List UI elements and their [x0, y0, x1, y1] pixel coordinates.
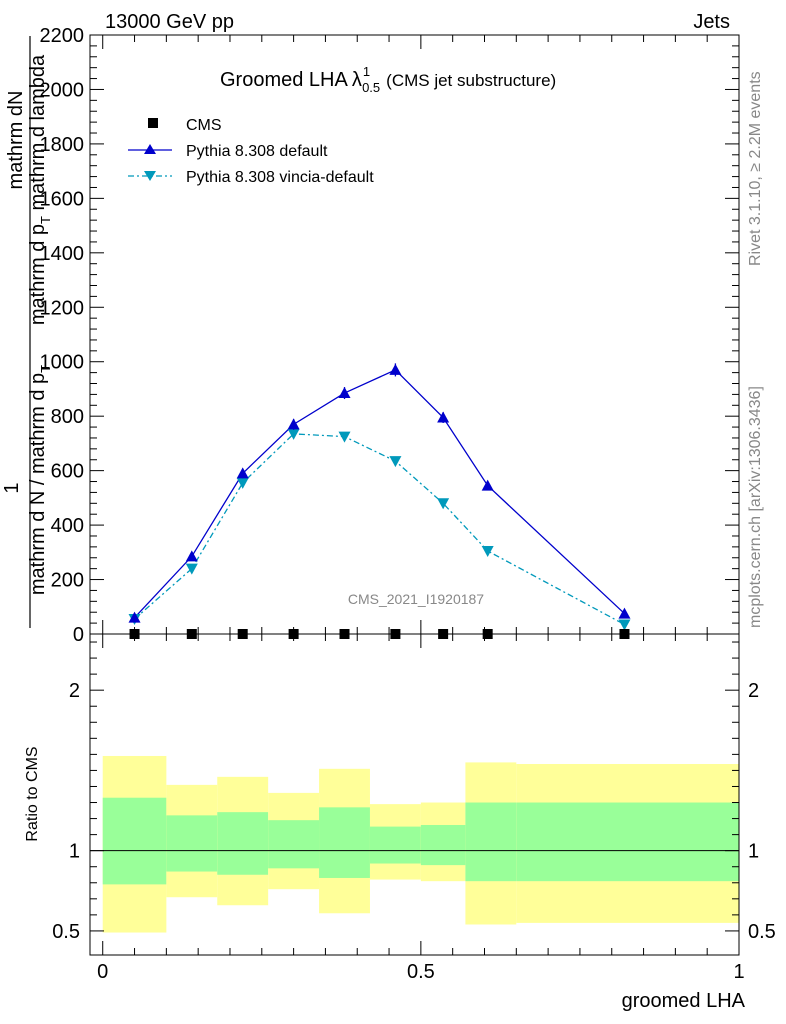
point-vincia — [481, 545, 494, 557]
point-vincia — [236, 477, 249, 489]
legend: CMS Pythia 8.308 default Pythia 8.308 vi… — [128, 117, 374, 186]
y-label-left-den: mathrm d N / mathrm d p — [27, 373, 49, 595]
main-y-tick-label: 400 — [51, 515, 84, 537]
ratio-band-inner — [369, 826, 421, 864]
ratio-y-tick-label-left: 0.5 — [52, 921, 80, 943]
point-default — [481, 479, 494, 491]
legend-label-vincia: Pythia 8.308 vincia-default — [186, 169, 374, 186]
main-y-tick-label: 1000 — [40, 352, 85, 374]
ratio-x-tick-label: 0 — [97, 961, 108, 983]
ratio-band-inner — [166, 815, 218, 872]
legend-marker-default — [144, 144, 156, 154]
ratio-y-tick-label-right: 2 — [748, 680, 759, 702]
legend-label-default: Pythia 8.308 default — [186, 143, 328, 160]
ratio-y-tick-label-right: 0.5 — [748, 921, 776, 943]
point-default — [437, 411, 450, 423]
legend-marker-vincia — [144, 171, 156, 181]
ratio-x-axis: 0 0.5 1 — [97, 634, 745, 983]
plot-title: Groomed LHA λ1 0.5 (CMS jet substructure) — [220, 64, 556, 95]
ratio-x-tick-label: 0.5 — [407, 961, 435, 983]
ratio-band-inner — [268, 820, 320, 869]
ratio-band-inner — [516, 802, 739, 882]
main-y-label: mathrm dN mathrm d pT mathrm d lambda 1 … — [1, 36, 53, 628]
main-y-axis: 0 200 400 600 800 1000 1200 1400 1600 1800 2000 220… — [40, 25, 739, 646]
legend-marker-cms — [148, 118, 158, 128]
ratio-band-inner — [319, 807, 370, 878]
main-y-tick-label: 2000 — [40, 79, 85, 101]
point-vincia — [618, 619, 631, 631]
point-default — [128, 611, 141, 623]
point-default — [287, 418, 300, 430]
ratio-bands-group — [90, 755, 739, 933]
ratio-y-axis: 0.5 0.5 1 1 2 2 — [52, 641, 776, 943]
analysis-watermark: CMS_2021_I1920187 — [348, 591, 484, 607]
point-default — [618, 607, 631, 619]
ratio-y-label: Ratio to CMS — [24, 746, 41, 841]
main-y-tick-label: 200 — [51, 570, 84, 592]
ratio-band-inner — [420, 824, 466, 866]
main-series-group — [128, 363, 631, 639]
y-label-den-2: mathrm d lambda — [27, 54, 49, 216]
plot-title-lambda: λ — [352, 69, 362, 91]
y-label-left-denominator: mathrm d N / mathrm d pT — [27, 365, 53, 595]
y-label-one: 1 — [1, 482, 23, 493]
main-y-tick-label: 2200 — [40, 25, 85, 47]
ratio-y-tick-label-left: 1 — [69, 841, 80, 863]
y-label-num-2: N — [5, 91, 27, 105]
main-y-tick-label: 1800 — [40, 134, 85, 156]
ratio-band-inner — [217, 812, 269, 875]
ratio-y-tick-label-right: 1 — [748, 841, 759, 863]
y-label-den-1: mathrm d p — [27, 224, 49, 325]
plot-title-sup: 1 — [363, 64, 370, 79]
header-category: Jets — [693, 11, 730, 33]
point-default — [236, 467, 249, 479]
y-label-left-den-sub: T — [38, 365, 53, 373]
point-vincia — [338, 431, 351, 443]
main-y-tick-label: 1600 — [40, 188, 85, 210]
main-y-tick-label: 1400 — [40, 243, 85, 265]
rivet-version-text: Rivet 3.1.10, ≥ 2.2M events — [747, 71, 764, 266]
point-vincia — [287, 428, 300, 440]
main-y-tick-label: 1200 — [40, 297, 85, 319]
point-vincia — [389, 456, 402, 468]
main-y-tick-label: 0 — [73, 624, 84, 646]
point-default — [338, 387, 351, 399]
ratio-y-tick-label-left: 2 — [69, 680, 80, 702]
ratio-x-tick-label: 1 — [733, 961, 744, 983]
plot-title-main: Groomed LHA — [220, 69, 348, 91]
point-default — [389, 363, 402, 375]
main-y-tick-label: 800 — [51, 406, 84, 428]
plot-title-note: (CMS jet substructure) — [386, 71, 556, 90]
y-label-num-1: mathrm d — [5, 105, 27, 189]
point-vincia — [185, 563, 198, 575]
y-label-denominator: mathrm d pT mathrm d lambda — [27, 54, 53, 325]
point-vincia — [437, 498, 450, 510]
y-label-numerator: mathrm dN — [5, 91, 27, 190]
ratio-band-inner — [102, 797, 167, 885]
ratio-plot-frame — [89, 633, 740, 956]
series-line-default — [134, 369, 625, 619]
plot-title-sub: 0.5 — [362, 80, 380, 95]
x-axis-label: groomed LHA — [622, 990, 746, 1012]
legend-label-cms: CMS — [186, 117, 222, 134]
mcplots-credit-text: mcplots.cern.ch [arXiv:1306.3436] — [747, 386, 764, 628]
header-energy: 13000 GeV pp — [105, 11, 234, 33]
point-default — [185, 550, 198, 562]
y-label-den-sub: T — [38, 216, 53, 224]
ratio-band-inner — [465, 802, 517, 882]
main-y-tick-label: 600 — [51, 461, 84, 483]
